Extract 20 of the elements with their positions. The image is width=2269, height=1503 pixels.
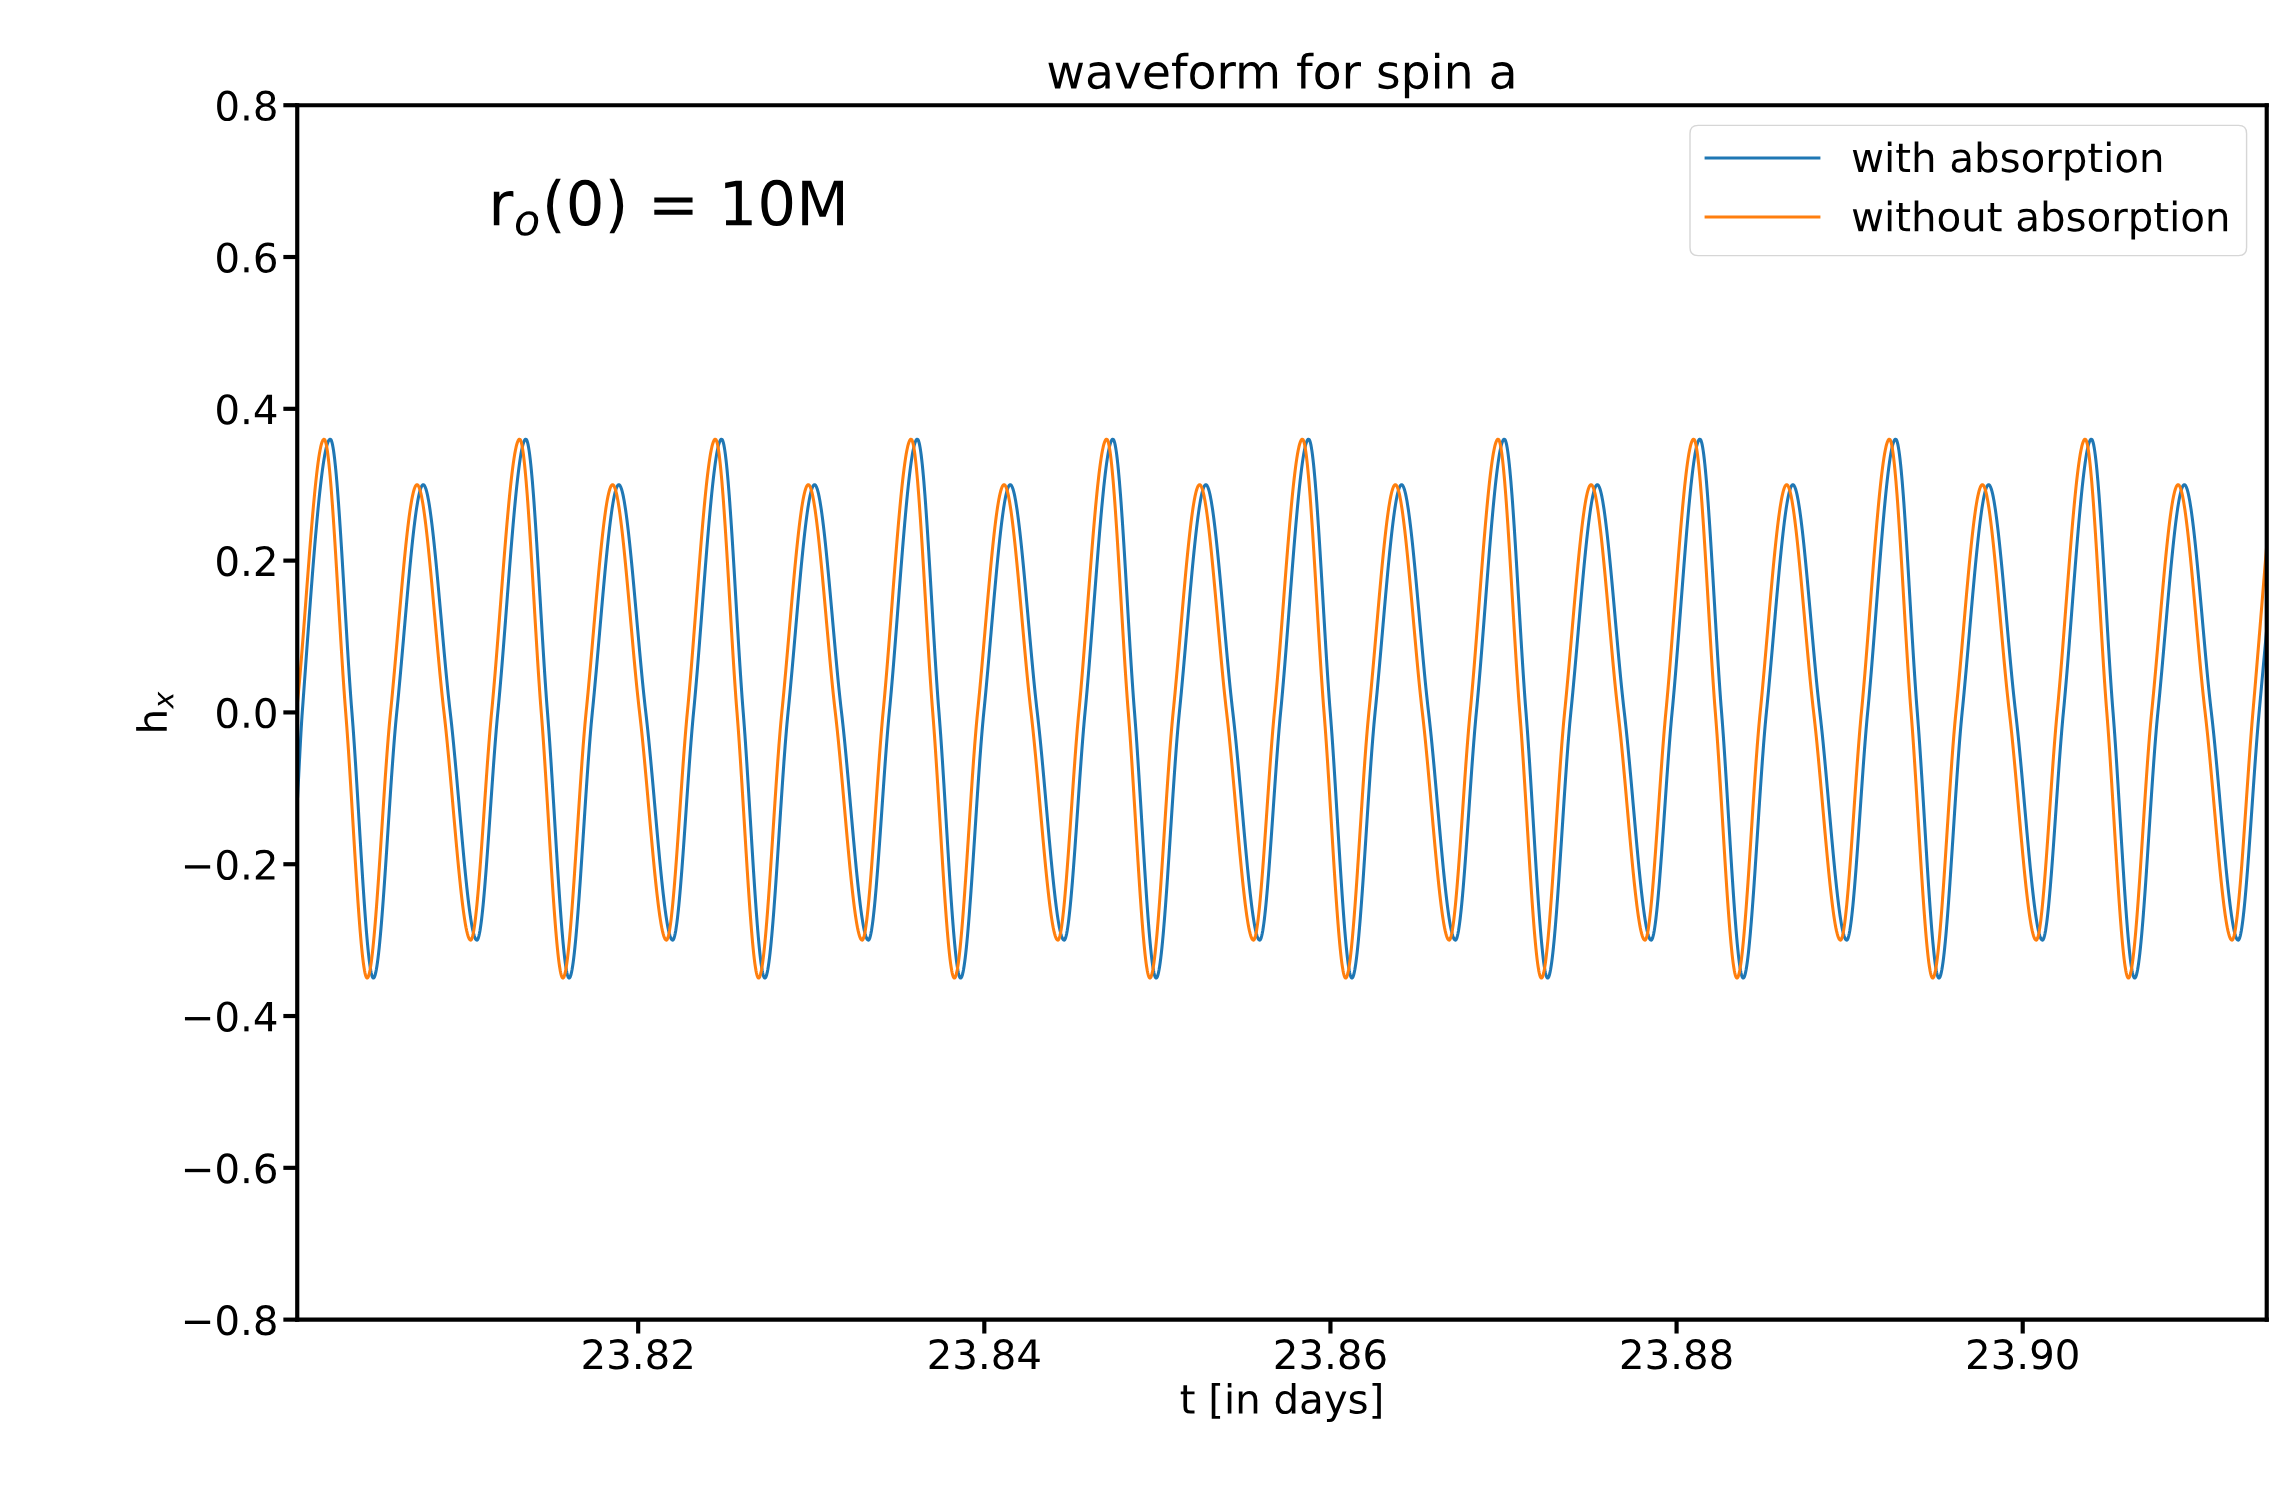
y-tick-label: −0.6 — [184, 1153, 276, 1184]
x-tick-label: 23.90 — [1968, 1339, 2078, 1370]
legend-label: without absorption — [1852, 200, 2228, 240]
y-tick-label: 0.0 — [217, 697, 276, 729]
y-tick-label: −0.2 — [184, 849, 275, 881]
x-tick-label: 23.84 — [929, 1339, 1040, 1370]
y-tick-label: 0.8 — [217, 90, 276, 122]
legend-label: with absorption — [1852, 141, 2162, 181]
y-tick-label: −0.4 — [184, 1001, 277, 1032]
y-tick-label: −0.8 — [184, 1305, 276, 1336]
chart-title: waveform for spin a — [1048, 52, 1514, 99]
y-axis-title: h$_{x}$ — [136, 691, 174, 731]
x-axis-title: t [in days] — [1180, 1382, 1381, 1422]
x-tick-label: 23.88 — [1621, 1339, 1732, 1370]
x-tick-label: 23.86 — [1275, 1339, 1386, 1370]
y-tick-label: 0.4 — [217, 394, 277, 425]
annotation: r$_{o}$(0) = 10M — [493, 178, 843, 236]
y-tick-label: 0.2 — [217, 546, 275, 577]
y-tick-label: 0.6 — [217, 242, 276, 273]
x-tick-label: 23.82 — [583, 1339, 692, 1370]
